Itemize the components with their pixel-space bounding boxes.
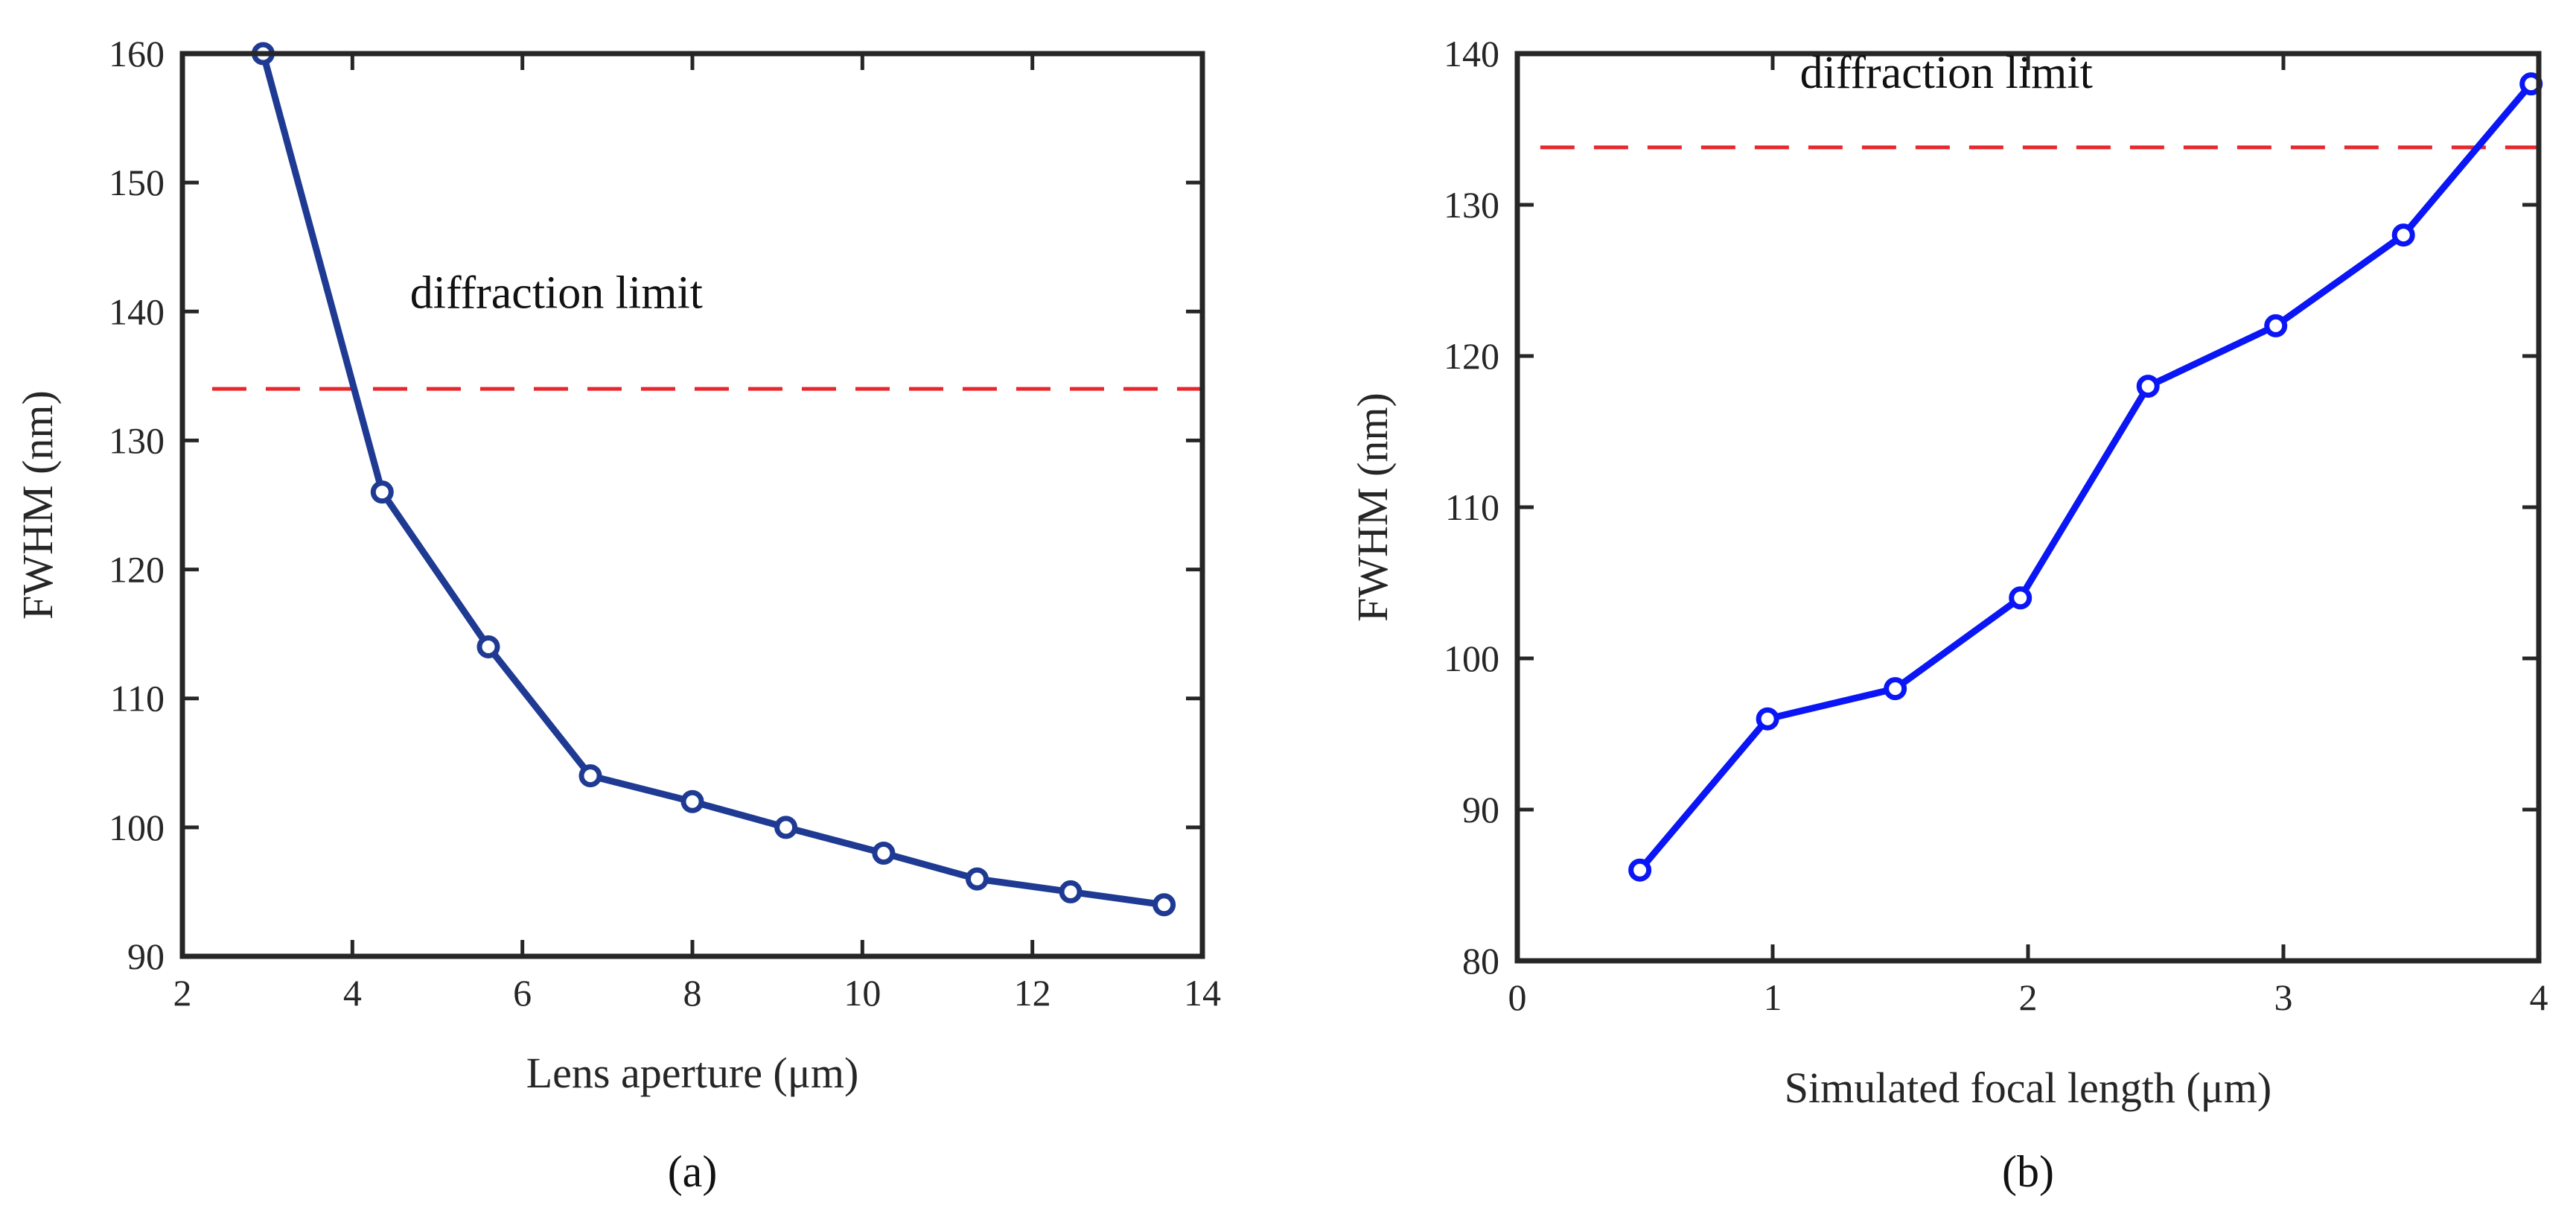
x-tick-label: 3 [2274, 976, 2293, 1018]
x-tick-label: 10 [844, 972, 881, 1014]
x-tick-label: 2 [173, 972, 192, 1014]
y-axis-label: FWHM (nm) [13, 390, 62, 620]
data-point [578, 764, 602, 788]
x-tick-label: 12 [1014, 972, 1051, 1014]
y-tick-label: 80 [1462, 940, 1499, 982]
x-axis-label: Lens aperture (μm) [526, 1049, 859, 1097]
data-point [370, 480, 394, 504]
x-tick-label: 4 [2530, 976, 2548, 1018]
y-tick-label: 140 [109, 290, 165, 332]
series-line [259, 50, 1168, 909]
y-tick-label: 140 [1444, 33, 1499, 74]
data-point [680, 789, 704, 813]
y-tick-label: 130 [109, 419, 165, 461]
x-tick-label: 8 [683, 972, 702, 1014]
panel-label: (b) [2002, 1147, 2054, 1196]
series-line [1636, 80, 2535, 874]
x-tick-label: 2 [2019, 976, 2038, 1018]
x-tick-label: 4 [343, 972, 362, 1014]
data-point [2264, 314, 2288, 337]
y-tick-label: 100 [1444, 638, 1499, 679]
diffraction-limit-annotation: diffraction limit [1800, 48, 2093, 98]
y-axis-label: FWHM (nm) [1348, 393, 1397, 622]
y-tick-label: 120 [109, 549, 165, 591]
panel-label: (a) [668, 1147, 718, 1196]
data-point [774, 816, 798, 839]
x-axis-label: Simulated focal length (μm) [1785, 1064, 2271, 1112]
data-point [2009, 586, 2033, 610]
data-point [1884, 677, 1907, 701]
x-tick-label: 14 [1184, 972, 1221, 1014]
data-point [1756, 707, 1779, 731]
chart-panel-b: 0 1 2 3 4 80 90 100 110 120 130 140 Simulated focal… [1348, 33, 2548, 1196]
axes-frame [179, 51, 1205, 959]
y-tick-label: 130 [1444, 184, 1499, 226]
data-point [1059, 880, 1083, 903]
y-tick-label: 90 [127, 935, 165, 977]
data-point [965, 867, 989, 891]
data-point [1628, 858, 1652, 882]
y-tick-label: 100 [109, 807, 165, 848]
y-tick-label: 110 [1445, 486, 1499, 528]
y-tick-label: 120 [1444, 335, 1499, 377]
data-point [2136, 375, 2160, 398]
x-tick-label: 1 [1764, 976, 1782, 1018]
x-tick-label: 0 [1508, 976, 1527, 1018]
chart-panel-a: 2 4 6 8 10 12 14 90 100 110 120 130 140 150 160 Lens a… [13, 33, 1221, 1196]
data-point [872, 841, 896, 865]
axes-frame [1514, 51, 2542, 964]
data-point [1152, 893, 1176, 917]
y-tick-label: 150 [109, 162, 165, 203]
x-tick-label: 6 [513, 972, 532, 1014]
data-point [2391, 223, 2415, 247]
y-tick-label: 110 [110, 678, 165, 719]
diffraction-limit-annotation: diffraction limit [410, 267, 703, 318]
y-tick-label: 90 [1462, 789, 1499, 830]
y-tick-label: 160 [109, 33, 165, 74]
data-point [476, 635, 500, 658]
